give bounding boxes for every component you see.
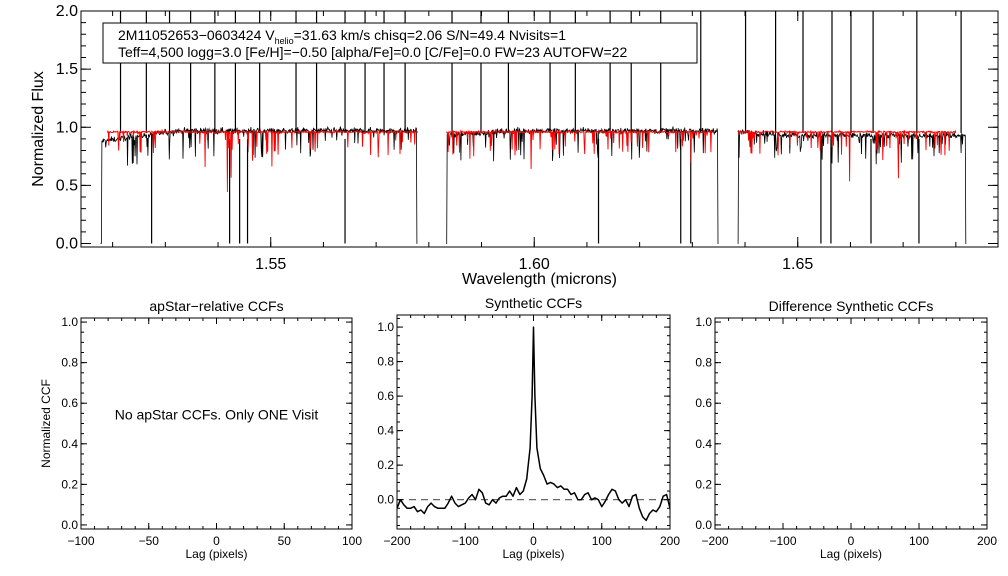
- x-tick-label: 1.65: [782, 256, 813, 273]
- x-tick-label: 100: [592, 534, 612, 548]
- no-data-annotation: No apStar CCFs. Only ONE Visit: [115, 406, 319, 422]
- x-axis-label: Lag (pixels): [502, 547, 564, 561]
- x-tick-label: 200: [660, 534, 680, 548]
- y-tick-label: 0.4: [695, 437, 712, 451]
- observed-spectrum-chip-2: [737, 129, 967, 244]
- y-tick-label: 2.0: [56, 3, 78, 20]
- y-tick-label: 0.4: [61, 437, 78, 451]
- y-tick-label: 0.6: [61, 396, 78, 410]
- y-tick-label: 1.5: [56, 61, 78, 78]
- y-tick-label: 0.4: [377, 424, 394, 438]
- y-tick-label: 0.0: [61, 518, 78, 532]
- x-tick-label: 1.60: [519, 256, 550, 273]
- y-tick-label: 0.8: [695, 356, 712, 370]
- y-tick-label: 1.0: [56, 119, 78, 136]
- y-tick-label: 1.0: [695, 315, 712, 329]
- y-tick-label: 1.0: [61, 315, 78, 329]
- x-tick-label: 50: [278, 534, 292, 548]
- axes-frame: [80, 317, 353, 530]
- panel-title: apStar−relative CCFs: [149, 298, 283, 314]
- y-tick-label: 0.8: [61, 356, 78, 370]
- axes-frame: [714, 317, 988, 530]
- y-tick-label: 0.0: [377, 493, 394, 507]
- observed-spectrum-chip-1: [446, 126, 719, 244]
- y-tick-label: 0.6: [695, 396, 712, 410]
- info-line-1: 2M11052653−0603424 Vhelio=31.63 km/s chi…: [118, 27, 566, 46]
- model-spectrum-chip-2: [737, 129, 957, 182]
- rv-stats: =31.63 km/s chisq=2.06 S/N=49.4 Nvisits=…: [294, 27, 567, 43]
- x-tick-label: −100: [67, 534, 94, 548]
- x-tick-label: 100: [342, 534, 362, 548]
- y-tick-label: 0.0: [56, 236, 78, 253]
- observed-spectrum-chip-0: [100, 125, 418, 244]
- y-tick-label: 0.5: [56, 177, 78, 194]
- y-tick-label: 0.6: [377, 389, 394, 403]
- y-tick-label: 0.0: [695, 518, 712, 532]
- x-axis-label: Wavelength (microns): [462, 271, 617, 288]
- x-axis-label: Lag (pixels): [820, 547, 882, 561]
- x-tick-label: −100: [769, 534, 796, 548]
- x-tick-label: 0: [213, 534, 220, 548]
- x-tick-label: 100: [909, 534, 929, 548]
- y-tick-label: 0.2: [61, 477, 78, 491]
- ccf-line: [397, 326, 670, 522]
- y-tick-label: 1.0: [377, 320, 394, 334]
- x-tick-label: −100: [452, 534, 479, 548]
- x-tick-label: −200: [701, 534, 728, 548]
- x-tick-label: −200: [383, 534, 410, 548]
- x-tick-label: 0: [848, 534, 855, 548]
- panel-title: Difference Synthetic CCFs: [769, 298, 934, 314]
- panel-1: −100 −50 0 50 100 0.0 0.2 0.4 0.6 0.8 1.0 apStar−re…: [39, 298, 362, 561]
- axes-frame: [80, 10, 999, 248]
- info-line-2: Teff=4,500 logg=3.0 [Fe/H]=−0.50 [alpha/…: [118, 44, 627, 60]
- info-box-frame: [102, 22, 698, 64]
- v-subscript: helio: [275, 36, 294, 46]
- y-axis-label: Normalized CCF: [39, 379, 53, 468]
- info-box: 2M11052653−0603424 Vhelio=31.63 km/s chi…: [102, 22, 698, 64]
- panel-3: −200 −100 0 100 200 0.0 0.2 0.4 0.6 0.8 1.0 Differe…: [695, 298, 997, 561]
- star-id-and-v: 2M11052653−0603424 V: [118, 27, 275, 43]
- x-axis-label: Lag (pixels): [185, 547, 247, 561]
- plot-area: [397, 326, 670, 522]
- y-tick-label: 0.2: [695, 477, 712, 491]
- x-tick-label: 200: [977, 534, 997, 548]
- y-tick-label: 0.2: [377, 458, 394, 472]
- y-axis-label: Normalized Flux: [30, 71, 47, 187]
- x-tick-label: −50: [139, 534, 160, 548]
- model-spectrum-chip-0: [106, 129, 418, 193]
- model-spectrum-chip-1: [445, 129, 714, 170]
- panel-title: Synthetic CCFs: [485, 295, 582, 311]
- x-tick-label: 0: [530, 534, 537, 548]
- x-tick-label: 1.55: [255, 256, 286, 273]
- y-tick-label: 0.8: [377, 355, 394, 369]
- panel-2: −200 −100 0 100 200 0.0 0.2 0.4 0.6 0.8 1.0 Synthet…: [377, 295, 680, 561]
